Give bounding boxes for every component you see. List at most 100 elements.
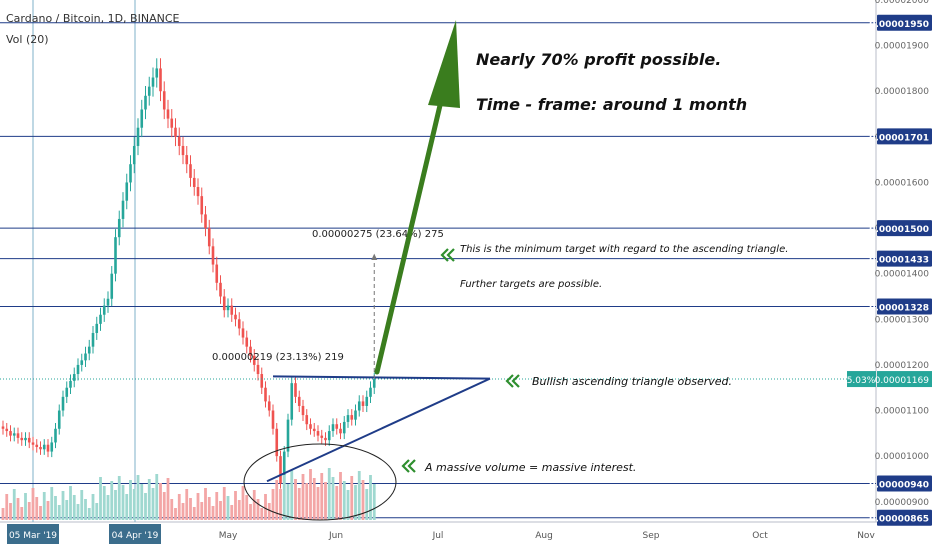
- candle-body: [252, 355, 256, 365]
- volume-bar: [132, 489, 136, 520]
- volume-bar: [335, 486, 339, 520]
- volume-bar: [151, 488, 155, 520]
- candle-body: [279, 456, 282, 484]
- candle-body: [309, 424, 312, 429]
- candle-body: [31, 442, 35, 445]
- candle-body: [129, 164, 132, 183]
- volume-highlight-ellipse: [243, 443, 397, 521]
- candle-body: [174, 127, 177, 137]
- candle-body: [286, 419, 290, 452]
- volume-bar: [207, 497, 211, 520]
- candle-body: [166, 109, 170, 119]
- candle-body: [42, 444, 46, 450]
- volume-bar: [230, 505, 234, 520]
- candle-body: [181, 145, 185, 156]
- candle-body: [327, 431, 331, 441]
- volume-bar: [50, 487, 54, 520]
- volume-bar: [12, 489, 16, 520]
- candle-body: [9, 431, 12, 436]
- volume-bar: [372, 484, 376, 520]
- price-tick-label: 0.00001300: [875, 315, 930, 325]
- candle-body: [72, 374, 76, 381]
- volume-bar: [159, 483, 162, 520]
- price-tick-label: 0.00001000: [875, 452, 930, 462]
- target-arrow-shaft: [374, 77, 449, 375]
- candle-body: [117, 218, 121, 238]
- volume-bar: [24, 493, 27, 520]
- volume-bar: [192, 507, 196, 520]
- volume-bar: [177, 494, 181, 520]
- volume-bar: [320, 473, 324, 520]
- candle-body: [159, 68, 162, 92]
- candle-body: [76, 364, 80, 375]
- candle-body: [249, 346, 252, 356]
- time-tick-label: Aug: [535, 531, 553, 541]
- level-price-badge: [877, 220, 932, 237]
- current-price-label: 0.00001169: [875, 376, 930, 386]
- volume-bar: [76, 504, 80, 520]
- date-axis-badge: [109, 524, 161, 544]
- level-price-badge: [877, 14, 932, 31]
- candle-body: [5, 428, 9, 432]
- candle-body: [369, 387, 372, 397]
- volume-bar: [95, 503, 99, 520]
- candle-body: [136, 127, 140, 146]
- level-price-label: 0.00001701: [869, 133, 929, 143]
- volume-bar: [309, 469, 312, 520]
- price-tick-label: 0.00001900: [875, 42, 930, 52]
- price-axis: [876, 0, 932, 550]
- volume-bar: [65, 500, 69, 520]
- candle-body: [155, 68, 159, 78]
- volume-bar: [275, 480, 279, 520]
- volume-annotation: A massive volume = massive interest.: [424, 461, 636, 474]
- current-price-badge: [877, 371, 932, 388]
- triangle-resistance-line: [272, 375, 491, 380]
- candle-body: [200, 196, 204, 215]
- volume-bar: [301, 474, 305, 520]
- volume-bar: [189, 498, 192, 520]
- volume-bar: [271, 489, 275, 520]
- volume-bar: [27, 502, 31, 520]
- price-tick-label: 0.00001600: [875, 178, 930, 188]
- volume-bar: [117, 476, 121, 520]
- candle-body: [102, 305, 106, 315]
- volume-bar: [260, 508, 264, 520]
- volume-bar: [46, 501, 50, 520]
- candle-body: [54, 428, 57, 443]
- volume-bar: [331, 477, 335, 520]
- volume-bar: [1, 508, 5, 520]
- volume-bar: [350, 476, 354, 520]
- triangle-support-line: [266, 377, 491, 483]
- candle-body: [125, 182, 129, 201]
- candle-body: [144, 95, 147, 110]
- target-arrowhead: [428, 20, 460, 108]
- volume-bar: [31, 488, 35, 520]
- candle-body: [207, 228, 211, 247]
- triangle-chevron-icon: [505, 374, 520, 388]
- volume-bar: [305, 483, 309, 520]
- candle-body: [57, 410, 61, 429]
- volume-bar: [256, 499, 260, 520]
- volume-bar: [215, 492, 219, 520]
- candle-body: [331, 424, 335, 432]
- candle-body: [87, 346, 91, 354]
- volume-bar: [365, 489, 369, 520]
- volume-bar: [80, 490, 84, 520]
- min-target-annotation: This is the minimum target with regard t…: [460, 244, 788, 255]
- candle-body: [16, 433, 20, 438]
- volume-bar: [114, 490, 117, 520]
- level-price-badge: [877, 250, 932, 267]
- volume-bar: [72, 495, 76, 520]
- volume-bar: [297, 488, 301, 520]
- volume-bar: [99, 477, 102, 520]
- candle-body: [50, 442, 54, 452]
- candle-body: [65, 387, 69, 397]
- candle-body: [312, 428, 316, 432]
- volume-bar: [121, 485, 125, 520]
- level-price-badge: [877, 298, 932, 315]
- volume-bar: [170, 499, 174, 520]
- volume-bar: [147, 479, 151, 520]
- volume-bar: [140, 484, 144, 520]
- candle-body: [219, 282, 222, 297]
